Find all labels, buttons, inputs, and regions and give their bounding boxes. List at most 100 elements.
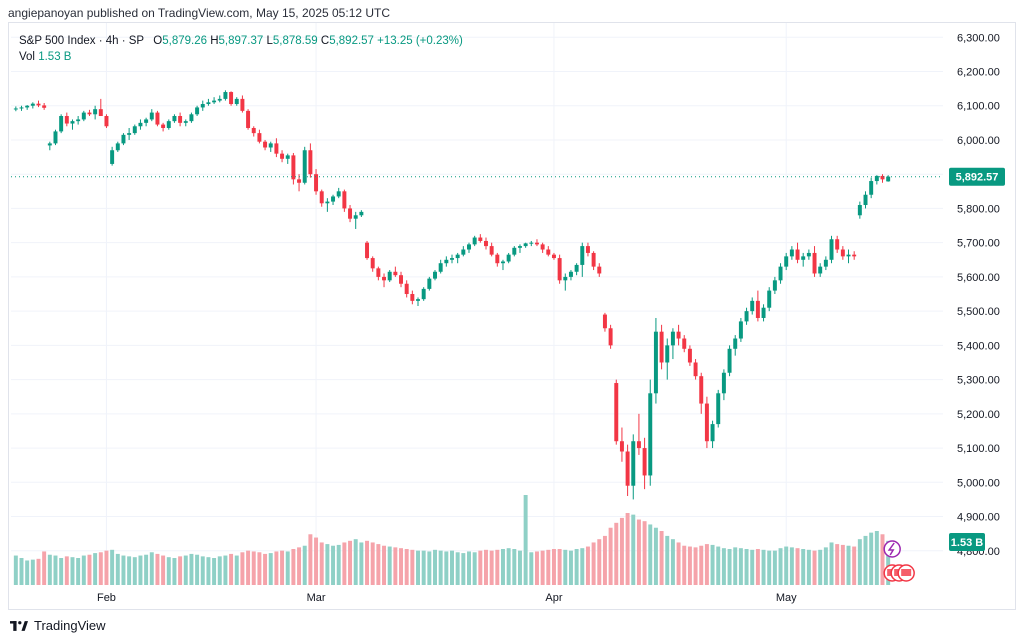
candle-body xyxy=(829,239,834,260)
volume-bar xyxy=(727,549,732,585)
candle-body xyxy=(591,252,596,267)
candle-body xyxy=(325,201,330,204)
legend-open: 5,879.26 xyxy=(162,35,208,47)
volume-bar xyxy=(676,542,681,585)
candle-body xyxy=(229,92,234,105)
volume-bar xyxy=(81,555,86,585)
candle-body xyxy=(42,105,47,108)
volume-bar xyxy=(212,558,217,585)
candle-body xyxy=(517,246,522,248)
candle-body xyxy=(342,191,347,209)
volume-bar xyxy=(13,555,18,585)
candle-body xyxy=(138,122,143,127)
candle-body xyxy=(104,116,109,127)
volume-bar xyxy=(682,545,687,585)
volume-bar xyxy=(721,548,726,585)
candle-body xyxy=(110,150,115,164)
candle-body xyxy=(427,278,432,289)
flag-stripes-icon xyxy=(901,569,912,576)
y-tick-label: 6,300.00 xyxy=(957,32,1000,44)
candle-body xyxy=(404,283,409,295)
candle-body xyxy=(619,441,624,452)
volume-bar xyxy=(178,556,183,585)
x-tick-label: Feb xyxy=(97,592,116,604)
candle-body xyxy=(53,131,58,144)
candle-body xyxy=(580,246,585,265)
candle-body xyxy=(348,208,353,219)
volume-bar xyxy=(846,545,851,585)
volume-bar xyxy=(104,550,109,585)
candle-body xyxy=(863,194,868,206)
candle-body xyxy=(557,258,562,281)
candle-body xyxy=(257,133,262,142)
y-tick-label: 6,100.00 xyxy=(957,101,1000,113)
chart-legend: S&P 500 Index · 4h · SP O5,879.26 H5,897… xyxy=(19,33,463,65)
volume-bar xyxy=(619,517,624,585)
volume-bar xyxy=(246,550,251,585)
candle-body xyxy=(801,256,806,260)
candle-body xyxy=(189,114,194,122)
chart-pane[interactable]: 4,800.00 4,900.00 5,000.00 5,100.00 5,200.00… xyxy=(8,22,1016,610)
volume-bar xyxy=(387,546,392,585)
last-price-badges: 5,892.57 1.53 B xyxy=(949,167,1005,551)
y-tick-label: 6,200.00 xyxy=(957,67,1000,79)
legend-vol-label: Vol xyxy=(19,51,35,63)
legend-low-label: L xyxy=(266,35,273,47)
candle-body xyxy=(721,372,726,394)
candle-body xyxy=(784,256,789,267)
candle-body xyxy=(778,266,783,281)
volume-bar xyxy=(642,521,647,585)
tradingview-footer: TradingView xyxy=(10,618,106,633)
volume-bar xyxy=(687,546,692,585)
volume-bar xyxy=(121,555,126,585)
y-tick-label: 5,800.00 xyxy=(957,203,1000,215)
candle-body xyxy=(172,116,177,122)
volume-bar xyxy=(291,549,296,585)
candle-body xyxy=(206,102,211,105)
volume-bar xyxy=(161,555,166,585)
volume-bar xyxy=(30,559,35,585)
volume-bar xyxy=(42,551,47,585)
candle-body xyxy=(263,141,268,148)
candle-body xyxy=(693,362,698,377)
volume-bar xyxy=(823,547,828,585)
volume-bar xyxy=(110,549,115,585)
candle-body xyxy=(81,112,86,120)
volume-bar xyxy=(93,553,98,585)
candle-body xyxy=(87,112,92,115)
volume-bar xyxy=(495,549,500,585)
volume-bar xyxy=(444,551,449,585)
candlestick-chart[interactable]: 4,800.004,900.005,000.005,100.005,200.00… xyxy=(9,23,1015,609)
candle-body xyxy=(653,331,658,394)
volume-bar xyxy=(382,545,387,585)
volume-bar xyxy=(614,522,619,585)
volume-bar xyxy=(200,556,205,585)
volume-bar xyxy=(467,551,471,585)
volume-bar xyxy=(404,549,409,585)
volume-bar xyxy=(87,554,92,585)
volume-bar xyxy=(886,540,891,585)
volume-bar xyxy=(852,546,857,585)
candle-body xyxy=(704,403,709,442)
candle-body xyxy=(597,266,602,274)
volume-bar xyxy=(665,535,670,585)
candle-body xyxy=(659,331,664,363)
volume-bar xyxy=(557,549,562,585)
volume-bar xyxy=(206,557,211,585)
candle-body xyxy=(761,307,766,318)
y-tick-label: 5,000.00 xyxy=(957,477,1000,489)
event-icons xyxy=(883,540,915,582)
volume-bar xyxy=(183,555,188,585)
volume-bar xyxy=(806,549,811,585)
candle-body xyxy=(795,249,800,260)
volume-bars xyxy=(13,495,891,585)
candle-body xyxy=(835,239,840,250)
y-tick-label: 4,900.00 xyxy=(957,512,1000,524)
volume-bar xyxy=(217,556,222,585)
candle-body xyxy=(297,179,302,183)
candle-body xyxy=(767,290,772,308)
legend-vol-row: Vol 1.53 B xyxy=(19,49,463,65)
volume-bar xyxy=(427,551,432,585)
candle-body xyxy=(166,121,171,128)
candle-body xyxy=(450,258,454,260)
